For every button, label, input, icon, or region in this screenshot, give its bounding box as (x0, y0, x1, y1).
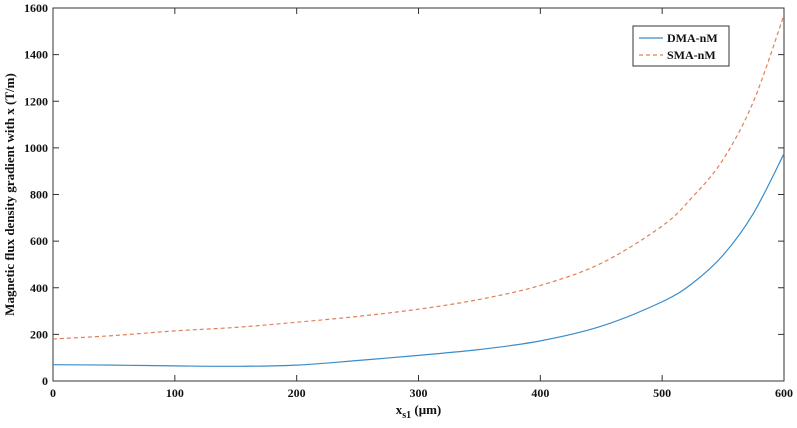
plot-frame (52, 7, 785, 382)
legend-box (632, 25, 730, 67)
y-tick-label: 1000 (24, 141, 48, 155)
x-tick-label: 100 (166, 386, 184, 400)
y-tick-label: 400 (30, 281, 48, 295)
y-axis-label: Magnetic flux density gradient with x (T… (2, 73, 17, 316)
series-layer (52, 14, 785, 367)
y-tick-label: 200 (30, 327, 48, 341)
series-line-dma-nm (52, 153, 785, 367)
y-tick-label: 800 (30, 188, 48, 202)
x-tick-label: 200 (288, 386, 306, 400)
series-line-sma-nm (52, 14, 785, 340)
y-tick-label: 0 (42, 374, 48, 388)
x-tick-label: 300 (410, 386, 428, 400)
y-tick-label: 1200 (24, 94, 48, 108)
y-tick-label: 1400 (24, 48, 48, 62)
x-tick-label: 500 (653, 386, 671, 400)
plot-area (52, 7, 785, 382)
x-tick-label: 0 (50, 386, 56, 400)
legend: DMA-nM SMA-nM (632, 25, 730, 67)
y-tick-label: 600 (30, 234, 48, 248)
x-axis-ticks: 0 100 200 300 400 500 600 (50, 8, 793, 400)
y-axis-ticks: 0 200 400 600 800 1000 1200 1400 1600 (24, 1, 784, 388)
x-axis-label: xs1 (μm) (396, 402, 442, 421)
legend-label: SMA-nM (667, 48, 716, 62)
legend-label: DMA-nM (667, 31, 718, 45)
x-tick-label: 600 (775, 386, 793, 400)
x-tick-label: 400 (531, 386, 549, 400)
y-tick-label: 1600 (24, 1, 48, 15)
